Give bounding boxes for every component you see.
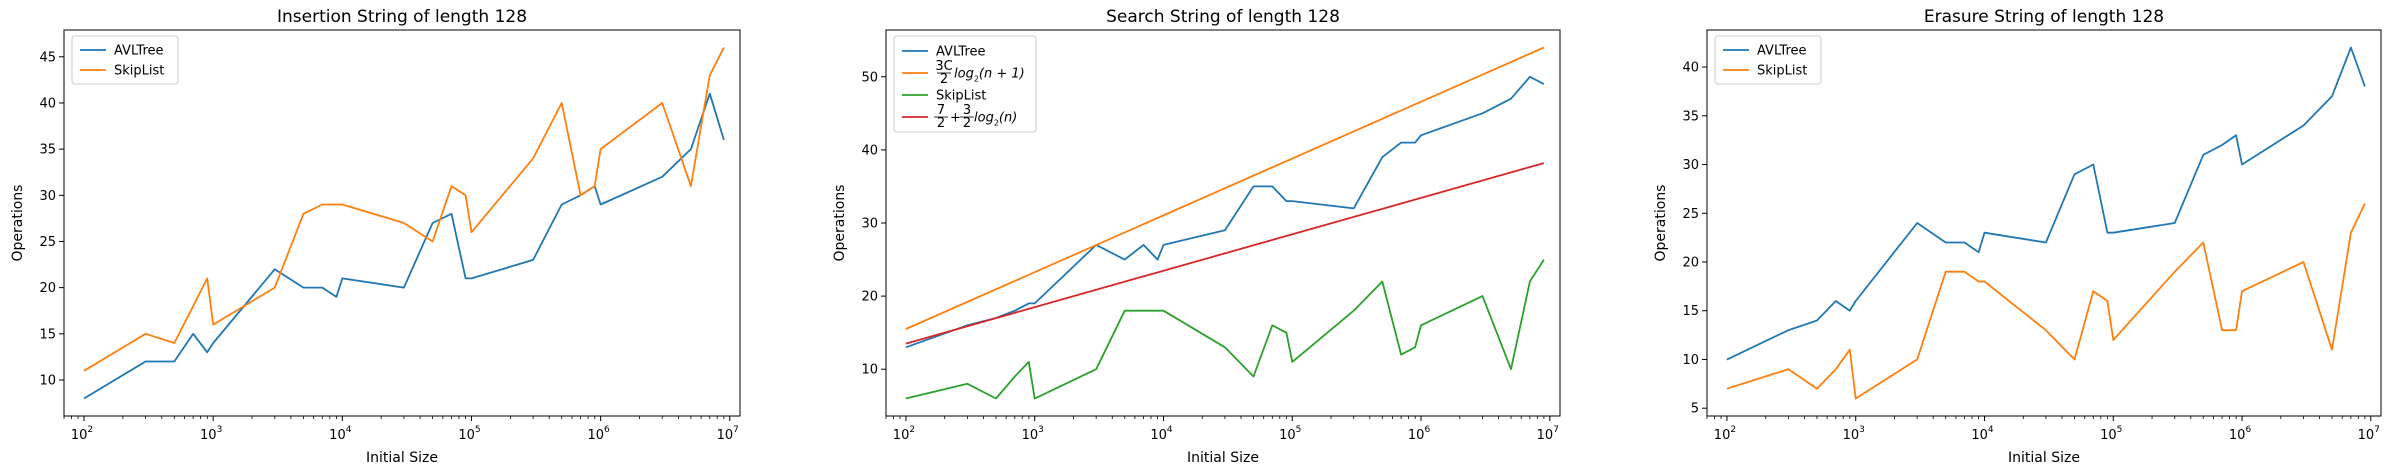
x-tick-label: 107	[1537, 425, 1559, 443]
series-line-2	[1726, 203, 2366, 400]
x-tick-label: 107	[717, 425, 739, 443]
y-tick-label: 45	[39, 50, 56, 65]
legend-box	[71, 35, 179, 85]
x-tick-label: 104	[329, 425, 352, 443]
x-tick-label: 107	[2358, 425, 2380, 443]
y-tick-label: 20	[861, 290, 878, 305]
x-tick-label: 106	[2229, 425, 2252, 443]
legend-entry-label: SkipList	[936, 89, 986, 104]
y-tick-label: 30	[1682, 158, 1699, 173]
formula-plus: +	[950, 111, 961, 126]
plot-frame	[1706, 29, 2382, 417]
formula-numerator: 3C	[935, 59, 952, 74]
y-axis-label: Operations	[10, 185, 26, 262]
y-tick-label: 15	[39, 327, 56, 342]
y-tick-label: 5	[1691, 402, 1699, 417]
y-axis-label: Operations	[832, 185, 848, 262]
y-tick-label: 30	[39, 189, 56, 204]
y-tick-label: 10	[39, 373, 56, 388]
chart-title: Insertion String of length 128	[277, 7, 527, 27]
x-tick-label: 106	[587, 425, 610, 443]
x-tick-label: 102	[71, 425, 93, 443]
formula-log: log2(n)	[974, 111, 1017, 128]
formula-first-denominator: 2	[937, 116, 945, 131]
y-tick-label: 40	[39, 96, 56, 111]
x-tick-label: 104	[1971, 425, 1994, 443]
legend-entry-label: SkipList	[1757, 64, 1807, 79]
series-line-1	[905, 75, 1545, 349]
x-tick-label: 102	[893, 425, 915, 443]
subplot-2: Search String of length 128 10 20 30 40 50 102…	[832, 7, 1561, 466]
legend-formula: 3C2 log2(n + 1)	[935, 59, 1024, 87]
formula-log: log2(n + 1)	[954, 67, 1025, 84]
x-tick-label: 103	[1843, 425, 1865, 443]
formula-first-numerator: 7	[937, 103, 945, 118]
x-tick-label: 105	[1279, 425, 1301, 443]
formula-second-numerator: 3	[963, 103, 971, 118]
y-tick-label: 20	[39, 281, 56, 296]
x-tick-label: 102	[1714, 425, 1736, 443]
plot-frame	[63, 29, 741, 417]
chart-title: Erasure String of length 128	[1924, 7, 2164, 27]
x-axis-label: Initial Size	[366, 450, 438, 466]
series-line-3	[905, 259, 1545, 400]
formula-denominator: 2	[940, 72, 948, 87]
series-line-2	[83, 47, 725, 372]
y-tick-label: 15	[1682, 304, 1699, 319]
series-line-2	[905, 46, 1545, 330]
y-tick-label: 35	[1682, 109, 1699, 124]
y-tick-label: 10	[861, 363, 878, 378]
y-tick-label: 40	[861, 143, 878, 158]
legend-entry-label: AVLTree	[1757, 44, 1807, 59]
x-tick-label: 105	[458, 425, 480, 443]
legend-entry-label: AVLTree	[114, 44, 164, 59]
y-tick-label: 25	[1682, 207, 1699, 222]
series-line-4	[905, 162, 1545, 345]
chart-title: Search String of length 128	[1106, 7, 1340, 27]
x-tick-label: 104	[1150, 425, 1173, 443]
legend-box	[1714, 35, 1822, 85]
y-tick-label: 20	[1682, 255, 1699, 270]
legend-entry-label: AVLTree	[936, 45, 986, 60]
y-tick-label: 10	[1682, 353, 1699, 368]
subplot-3: Erasure String of length 128 5 10 15 20 25 30 3…	[1653, 7, 2382, 466]
y-tick-label: 40	[1682, 61, 1699, 76]
formula-second-denominator: 2	[963, 116, 971, 131]
x-axis-label: Initial Size	[2008, 450, 2080, 466]
legend: AVLTree SkipList	[1714, 35, 1822, 85]
y-tick-label: 35	[39, 143, 56, 158]
y-tick-label: 50	[861, 70, 878, 85]
series-line-1	[83, 92, 725, 400]
legend-box	[893, 35, 1037, 133]
x-tick-label: 103	[200, 425, 222, 443]
legend-entry-label: SkipList	[114, 64, 164, 79]
x-tick-label: 105	[2100, 425, 2122, 443]
y-tick-label: 25	[39, 235, 56, 250]
subplot-1: Insertion String of length 128 10 15 20 25 30…	[10, 7, 741, 466]
legend: AVLTree SkipList	[71, 35, 179, 85]
plot-frame	[885, 29, 1561, 417]
legend-formula: 72 +32 log2(n)	[934, 103, 1017, 131]
x-axis-label: Initial Size	[1187, 450, 1259, 466]
x-tick-label: 103	[1022, 425, 1044, 443]
series-line-1	[1726, 46, 2366, 361]
y-axis-label: Operations	[1653, 185, 1669, 262]
y-tick-label: 30	[861, 217, 878, 232]
x-tick-label: 106	[1408, 425, 1431, 443]
